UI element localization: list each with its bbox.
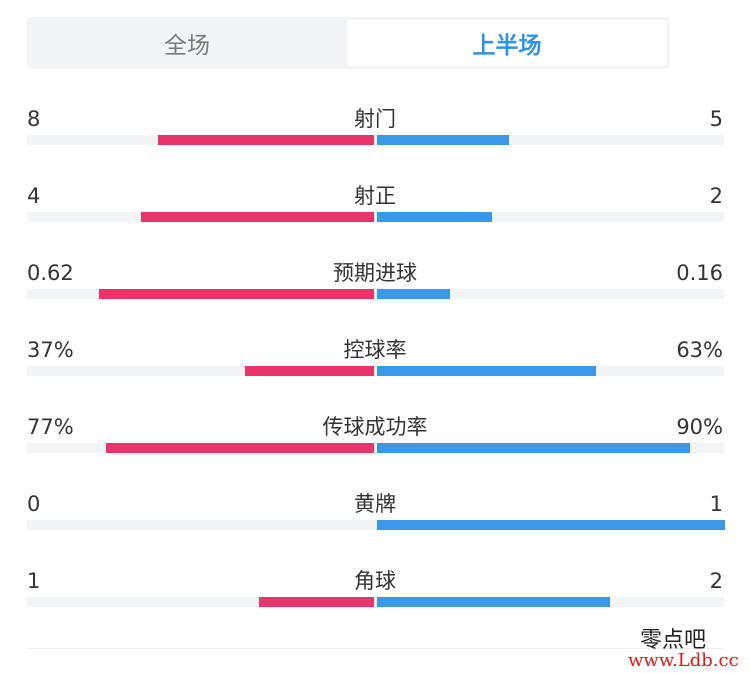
stat-row: 0 黄牌 1	[0, 489, 750, 549]
stat-row: 77% 传球成功率 90%	[0, 412, 750, 472]
stat-home-bar	[259, 597, 374, 607]
stat-label: 预期进球	[333, 261, 417, 285]
stat-track	[27, 135, 724, 145]
stat-label: 黄牌	[354, 492, 396, 516]
stat-away-value: 63%	[676, 338, 723, 362]
tab-first-half[interactable]: 上半场	[347, 20, 667, 66]
stat-row: 0.62 预期进球 0.16	[0, 258, 750, 318]
stat-track	[27, 289, 724, 299]
stat-away-bar	[377, 366, 596, 376]
stat-track	[27, 212, 724, 222]
stat-home-value: 37%	[27, 338, 74, 362]
stat-home-value: 8	[27, 107, 41, 131]
stat-away-bar	[377, 443, 690, 453]
stat-away-value: 5	[709, 107, 723, 131]
stat-away-bar	[377, 520, 725, 530]
stat-row: 8 射门 5	[0, 104, 750, 164]
stat-label: 角球	[354, 569, 396, 593]
stat-label: 射门	[354, 107, 396, 131]
stat-track	[27, 443, 724, 453]
stat-away-bar	[377, 135, 509, 145]
stat-track	[27, 520, 724, 530]
period-tabs: 全场 上半场	[27, 17, 670, 69]
stat-home-value: 4	[27, 184, 41, 208]
stat-track	[27, 597, 724, 607]
stat-away-value: 2	[709, 569, 723, 593]
stat-away-value: 2	[709, 184, 723, 208]
tab-full-match[interactable]: 全场	[164, 33, 210, 59]
stat-home-value: 77%	[27, 415, 74, 439]
stat-home-value: 0.62	[27, 261, 74, 285]
divider	[27, 648, 724, 649]
stat-away-value: 0.16	[676, 261, 723, 285]
stat-label: 射正	[354, 184, 396, 208]
watermark-text: 零点吧	[640, 628, 707, 653]
stat-away-bar	[377, 289, 450, 299]
stat-away-value: 1	[709, 492, 723, 516]
stat-home-value: 0	[27, 492, 41, 516]
stat-label: 控球率	[343, 338, 407, 362]
stat-track	[27, 366, 724, 376]
stat-label: 传球成功率	[322, 415, 428, 439]
stat-row: 37% 控球率 63%	[0, 335, 750, 395]
stat-home-bar	[158, 135, 374, 145]
stat-home-bar	[141, 212, 374, 222]
stat-home-bar	[106, 443, 374, 453]
stat-away-value: 90%	[676, 415, 723, 439]
stat-row: 1 角球 2	[0, 566, 750, 626]
stat-row: 4 射正 2	[0, 181, 750, 241]
stat-home-bar	[245, 366, 374, 376]
stat-home-bar	[99, 289, 374, 299]
stat-home-value: 1	[27, 569, 41, 593]
stat-away-bar	[377, 212, 492, 222]
watermark-url: www.Ldb.cc	[628, 650, 739, 671]
stat-away-bar	[377, 597, 610, 607]
